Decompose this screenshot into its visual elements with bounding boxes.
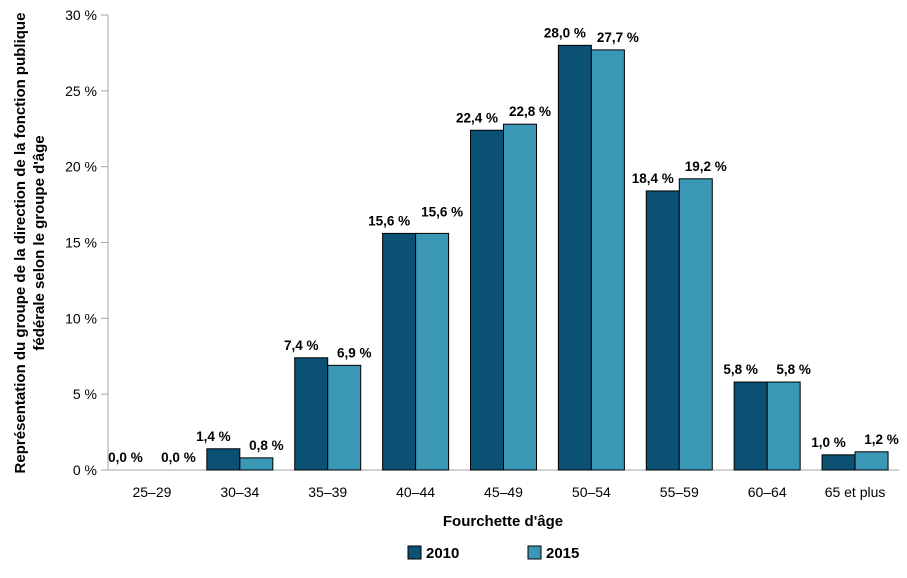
legend-swatch-2015 <box>527 545 542 560</box>
data-label-2015-35–39: 6,9 % <box>337 345 372 360</box>
bar-2015-55–59 <box>678 178 713 471</box>
bar-2015-60–64 <box>766 381 801 471</box>
legend: 2010 2015 <box>407 545 579 562</box>
data-label-2010-45–49: 22,4 % <box>456 110 498 125</box>
x-tick-label: 60–64 <box>748 484 787 500</box>
data-label-2010-25–29: 0,0 % <box>108 450 143 465</box>
bar-2010-55–59 <box>645 190 680 471</box>
bar-2015-50–54 <box>590 49 625 471</box>
y-tick-label: 30 % <box>65 7 97 23</box>
bar-2010-60–64 <box>733 381 768 471</box>
bar-2015-65 et plus <box>854 451 889 471</box>
y-tick-label: 20 % <box>65 159 97 175</box>
y-tick-label: 0 % <box>73 462 97 478</box>
x-tick-label: 30–34 <box>220 484 259 500</box>
data-label-2015-55–59: 19,2 % <box>685 159 727 174</box>
x-tick-label: 55–59 <box>660 484 699 500</box>
data-label-2010-30–34: 1,4 % <box>196 429 231 444</box>
data-label-2015-30–34: 0,8 % <box>249 438 284 453</box>
bar-2010-50–54 <box>557 44 592 471</box>
data-label-2010-60–64: 5,8 % <box>723 362 758 377</box>
x-tick-label: 45–49 <box>484 484 523 500</box>
bar-2010-35–39 <box>294 357 329 471</box>
data-label-2015-60–64: 5,8 % <box>776 362 811 377</box>
data-label-2015-40–44: 15,6 % <box>421 204 463 219</box>
y-tick-label: 10 % <box>65 310 97 326</box>
bar-2010-30–34 <box>206 448 241 471</box>
bar-2015-40–44 <box>415 232 450 471</box>
data-label-2015-50–54: 27,7 % <box>597 30 639 45</box>
y-tick-label: 5 % <box>73 386 97 402</box>
bar-2015-45–49 <box>503 123 537 471</box>
x-tick-label: 65 et plus <box>825 484 886 500</box>
data-label-2015-65 et plus: 1,2 % <box>864 432 899 447</box>
bar-2015-30–34 <box>239 457 274 471</box>
bar-2010-65 et plus <box>821 454 856 471</box>
x-tick-label: 35–39 <box>308 484 347 500</box>
data-label-2010-55–59: 18,4 % <box>632 171 674 186</box>
data-label-2010-50–54: 28,0 % <box>544 25 586 40</box>
data-label-2010-35–39: 7,4 % <box>284 338 319 353</box>
legend-label-2015: 2015 <box>546 545 579 562</box>
legend-label-2010: 2010 <box>426 545 459 562</box>
y-tick-label: 25 % <box>65 83 97 99</box>
data-label-2010-40–44: 15,6 % <box>368 213 410 228</box>
y-axis-title-line2: fédérale selon le groupe d'âge <box>31 135 48 350</box>
bar-2010-45–49 <box>470 129 504 471</box>
x-axis-title: Fourchette d'âge <box>443 513 563 530</box>
y-tick-label: 15 % <box>65 235 97 251</box>
data-label-2010-65 et plus: 1,0 % <box>811 435 846 450</box>
data-label-2015-45–49: 22,8 % <box>509 104 551 119</box>
bar-2010-40–44 <box>382 232 417 471</box>
data-label-2015-25–29: 0,0 % <box>161 450 196 465</box>
x-tick-label: 40–44 <box>396 484 435 500</box>
plot-area: 0 % 5 % 10 % 15 % 20 % 25 % 30 % 0,0 % 0,0 % 25–2… <box>65 7 899 500</box>
x-tick-label: 25–29 <box>132 484 171 500</box>
bar-2015-35–39 <box>327 364 362 471</box>
y-axis-title-line1: Représentation du groupe de la direction… <box>12 13 29 474</box>
x-tick-label: 50–54 <box>572 484 611 500</box>
legend-swatch-2010 <box>407 545 422 560</box>
